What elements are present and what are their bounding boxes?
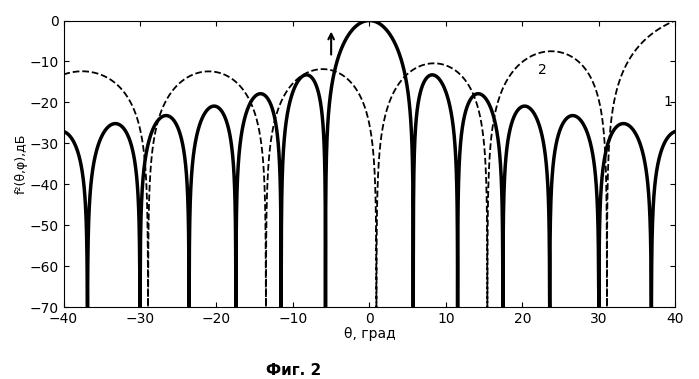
Text: 2: 2	[538, 63, 547, 77]
Y-axis label: f²(θ,φ),дБ: f²(θ,φ),дБ	[15, 133, 28, 194]
Text: 1: 1	[664, 96, 672, 110]
X-axis label: θ, град: θ, град	[343, 327, 395, 341]
Text: Фиг. 2: Фиг. 2	[266, 363, 322, 378]
